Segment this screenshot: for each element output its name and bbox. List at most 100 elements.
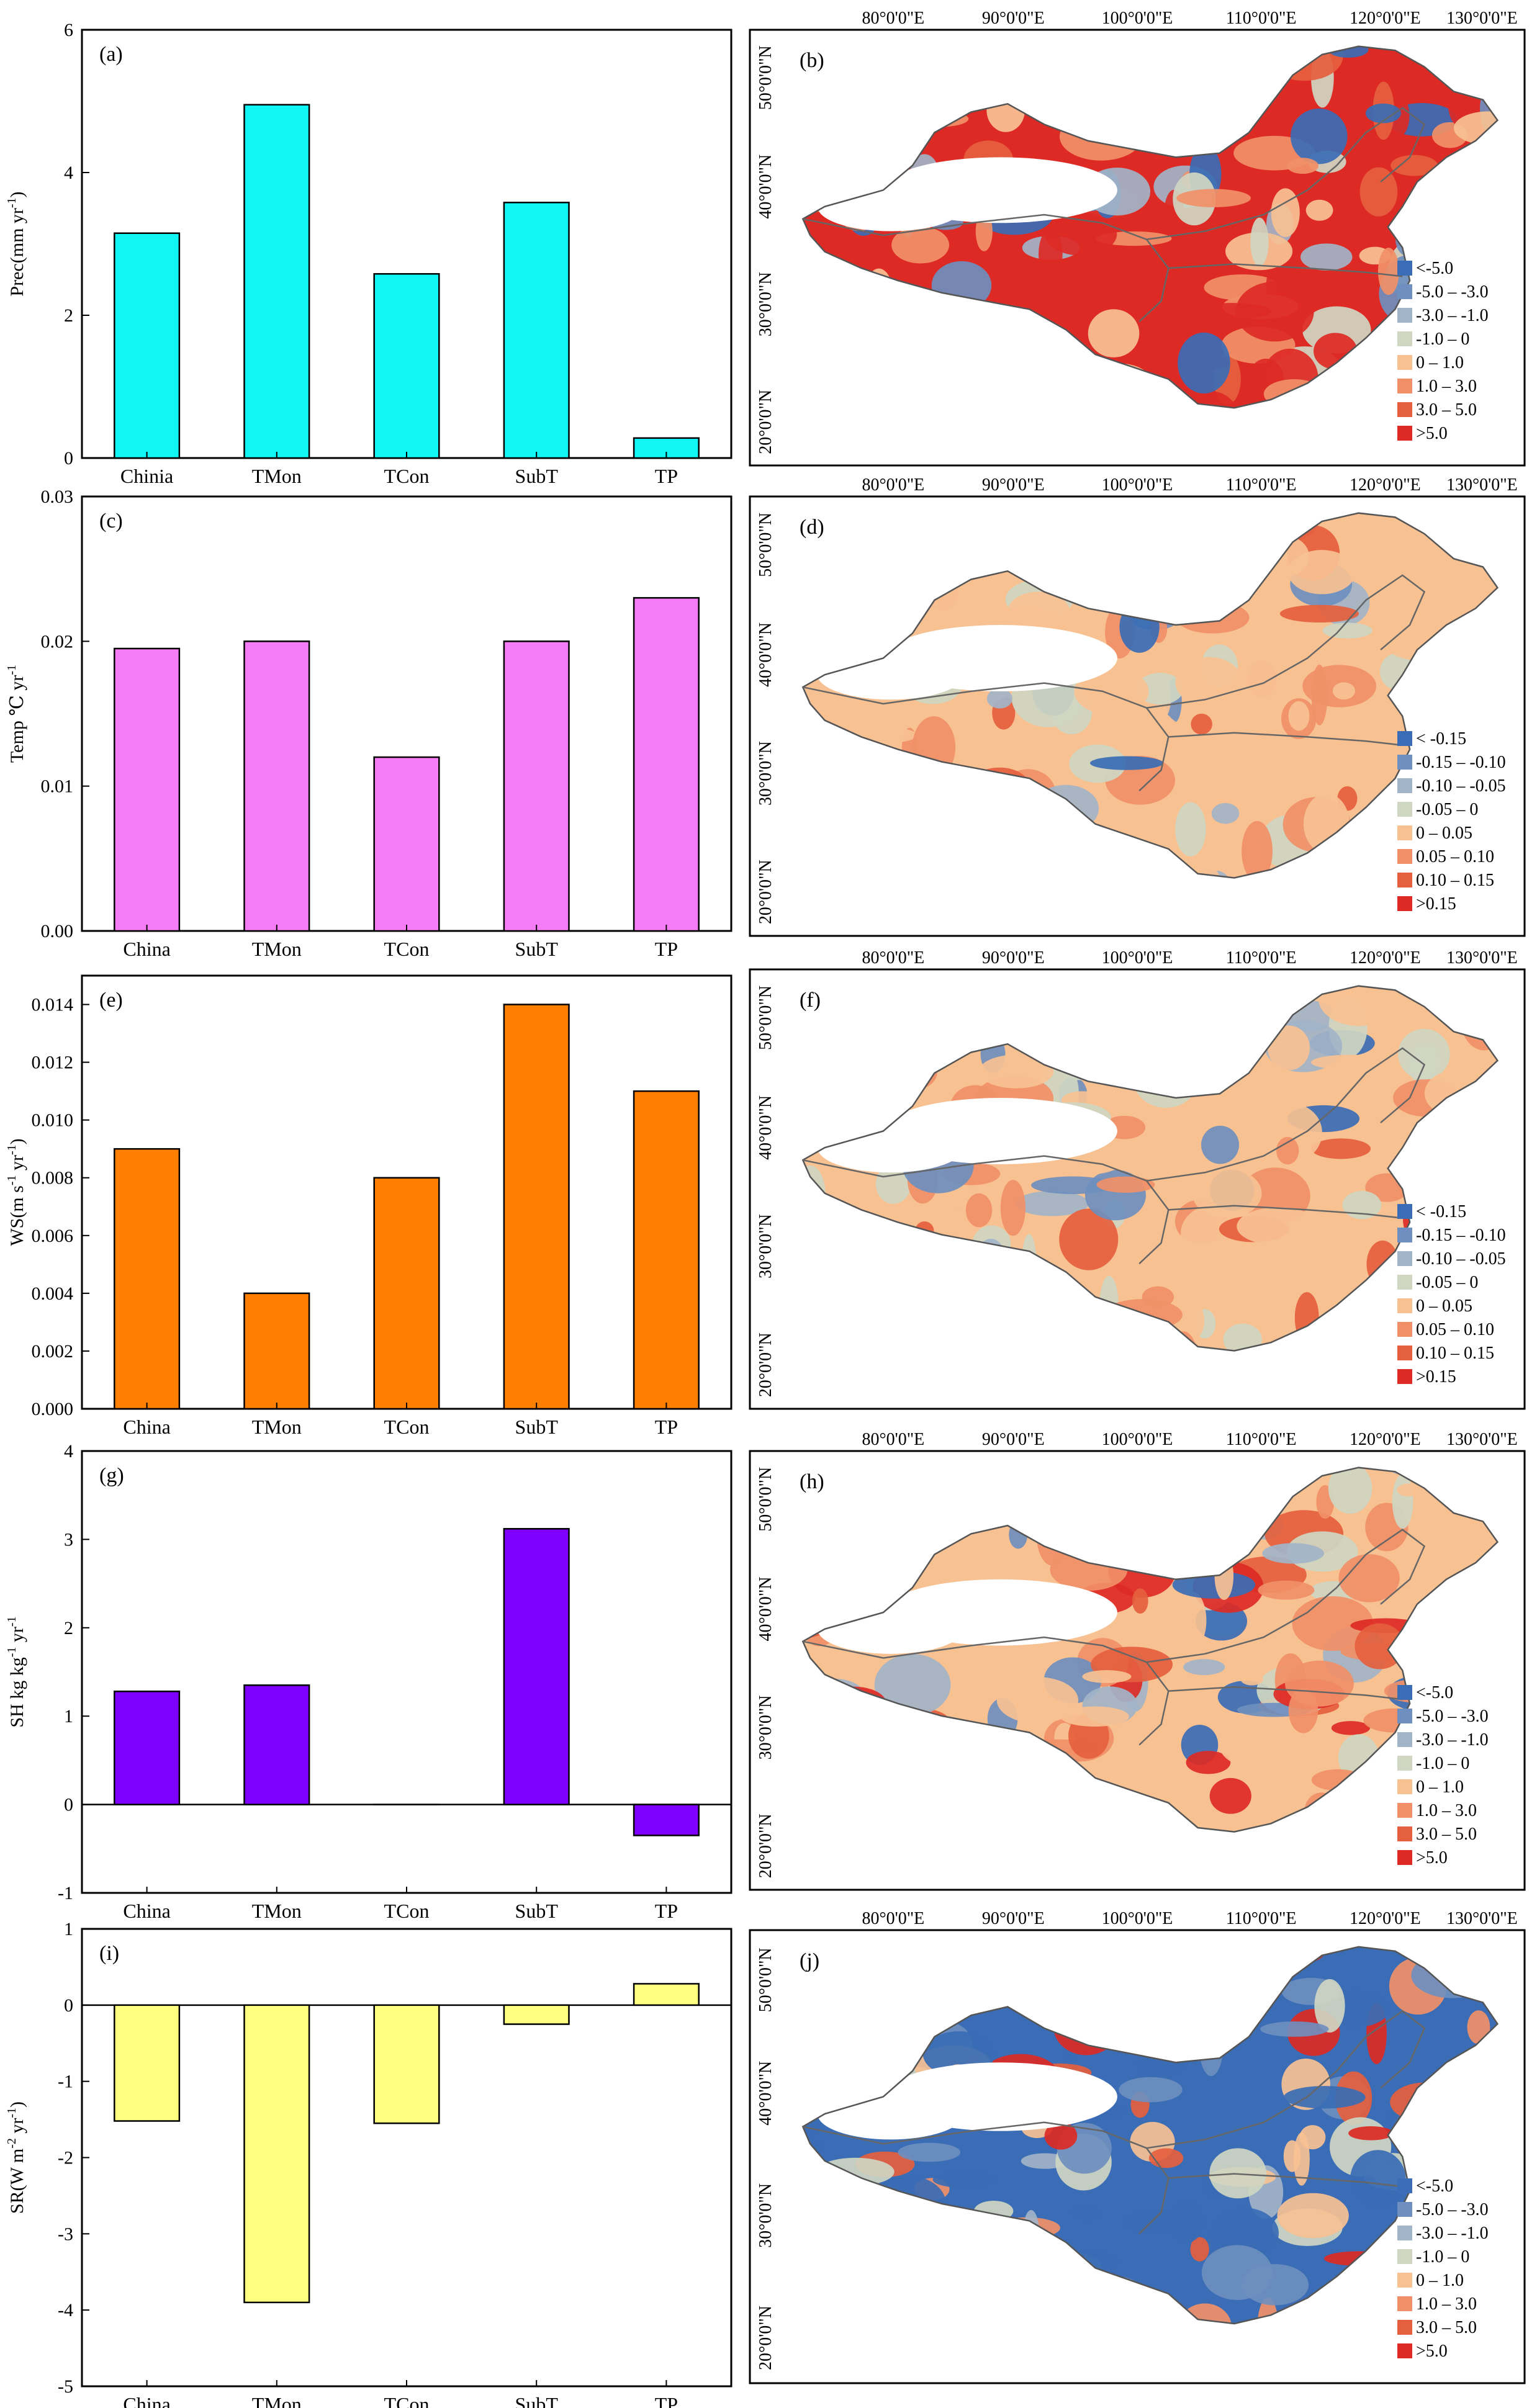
map-blotch — [996, 1677, 1079, 1724]
panel-label: (b) — [800, 49, 824, 72]
map-blotch — [1328, 46, 1369, 58]
map-blotch — [965, 1193, 993, 1228]
map-blotch — [1015, 1190, 1089, 1216]
category-label: China — [123, 1416, 170, 1438]
country-outline — [801, 512, 1499, 879]
legend-label: 0.10 – 0.15 — [1416, 871, 1494, 890]
legend-swatch — [1397, 2273, 1412, 2288]
legend-swatch — [1397, 1204, 1412, 1219]
bar — [633, 597, 700, 932]
legend-swatch — [1397, 2202, 1412, 2217]
legend-label: -1.0 – 0 — [1416, 2247, 1469, 2266]
legend-swatch — [1397, 2296, 1412, 2311]
map-blotch — [1305, 199, 1333, 221]
map-blotch — [1397, 1483, 1420, 1497]
map-blotch — [1332, 682, 1356, 700]
lon-label: 130°0'0"E — [1446, 1909, 1518, 1928]
region-boundary — [1168, 263, 1403, 277]
map-land — [803, 986, 1498, 1351]
lat-label: 40°0'0"N — [756, 1095, 775, 1160]
map-blotch — [1132, 710, 1174, 741]
legend-swatch — [1397, 1298, 1412, 1313]
country-outline — [801, 1467, 1499, 1833]
region-boundary — [1146, 2010, 1426, 2149]
lon-label: 100°0'0"E — [1102, 948, 1173, 968]
legend-swatch — [1397, 731, 1412, 746]
legend-swatch — [1397, 2178, 1412, 2193]
legend-swatch — [1397, 402, 1412, 417]
lat-label: 30°0'0"N — [756, 1695, 775, 1759]
y-axis-label: SR(W m-2 yr-1) — [5, 2101, 27, 2214]
legend-label: < -0.15 — [1416, 1202, 1466, 1221]
panel-label: (i) — [99, 1942, 119, 1965]
map-blotch — [1300, 243, 1353, 271]
bar — [373, 2004, 440, 2124]
map-blotch — [1059, 1208, 1119, 1270]
map-blotch — [1175, 802, 1206, 856]
map-blotch — [1136, 673, 1184, 705]
map-blotch — [1121, 2208, 1204, 2235]
bar — [503, 1528, 570, 1805]
region-boundary — [803, 1155, 1170, 1265]
map-panel-2: (f) 80°0'0"E 90°0'0"E 100°0'0"E 110°0'0"E 120… — [749, 948, 1526, 1410]
map-blotch — [1186, 1751, 1231, 1774]
legend-swatch — [1397, 261, 1412, 276]
map-blotch — [1359, 167, 1398, 217]
y-tick-label: 6 — [64, 20, 73, 40]
bar — [503, 2004, 570, 2025]
map-blotch — [1287, 158, 1318, 174]
legend-label: 0.10 – 0.15 — [1416, 1344, 1494, 1363]
y-tick-label: 2 — [64, 305, 73, 326]
region-boundary — [1146, 107, 1426, 241]
bar — [114, 1148, 181, 1410]
legend-label: -5.0 – -3.0 — [1416, 282, 1489, 302]
y-axis-label: WS(m s-1 yr-1) — [5, 1138, 27, 1246]
map-panel-1: (d) 80°0'0"E 90°0'0"E 100°0'0"E 110°0'0"E 120… — [749, 475, 1526, 937]
region-boundary — [1168, 732, 1403, 747]
category-label: TCon — [384, 465, 430, 487]
map-blotch — [1377, 248, 1399, 295]
lon-label: 90°0'0"E — [982, 9, 1045, 28]
country-outline — [801, 45, 1499, 409]
legend-swatch — [1397, 1228, 1412, 1242]
legend-swatch — [1397, 755, 1412, 770]
map-blotch — [1311, 1138, 1371, 1159]
legend-swatch — [1397, 2226, 1412, 2240]
legend-label: 3.0 – 5.0 — [1416, 2318, 1477, 2337]
region-boundary — [1168, 1686, 1403, 1700]
map-blotch — [1354, 513, 1410, 561]
map-blotch — [1318, 986, 1400, 1027]
map-blotch — [1209, 2208, 1279, 2259]
lon-label: 120°0'0"E — [1350, 1430, 1421, 1449]
legend-swatch — [1397, 379, 1412, 393]
map-blotch — [932, 2171, 1000, 2188]
y-tick-label: 0 — [64, 1795, 73, 1815]
legend-label: 1.0 – 3.0 — [1416, 377, 1477, 396]
legend-label: 1.0 – 3.0 — [1416, 1801, 1477, 1820]
y-tick-label: 2 — [64, 1618, 73, 1638]
region-boundary — [1146, 574, 1426, 709]
map-blotch — [1119, 2077, 1183, 2103]
legend-label: < -0.15 — [1416, 729, 1466, 748]
legend-label: 0 – 1.0 — [1416, 2271, 1464, 2290]
category-label: China — [123, 938, 170, 960]
map-blotch — [1322, 622, 1372, 639]
legend-label: -1.0 – 0 — [1416, 330, 1469, 349]
map-blotch — [1217, 745, 1288, 783]
category-label: TCon — [384, 1900, 430, 1922]
map-blotch — [1299, 2125, 1326, 2150]
legend-swatch — [1397, 778, 1412, 793]
map-blotch — [1291, 108, 1348, 164]
y-axis-label: SH kg kg-1 yr-1 — [5, 1616, 27, 1727]
category-label: TCon — [384, 1416, 430, 1438]
lon-label: 100°0'0"E — [1102, 475, 1173, 495]
region-boundary — [1168, 1205, 1403, 1220]
map-blotch — [1354, 1623, 1405, 1669]
lat-label: 50°0'0"N — [756, 513, 775, 577]
bar — [503, 1004, 570, 1410]
map-blotch — [1260, 2021, 1329, 2037]
lon-label: 100°0'0"E — [1102, 9, 1173, 28]
y-tick-label: 0.008 — [32, 1168, 74, 1188]
panel-label: (j) — [800, 1949, 819, 1972]
